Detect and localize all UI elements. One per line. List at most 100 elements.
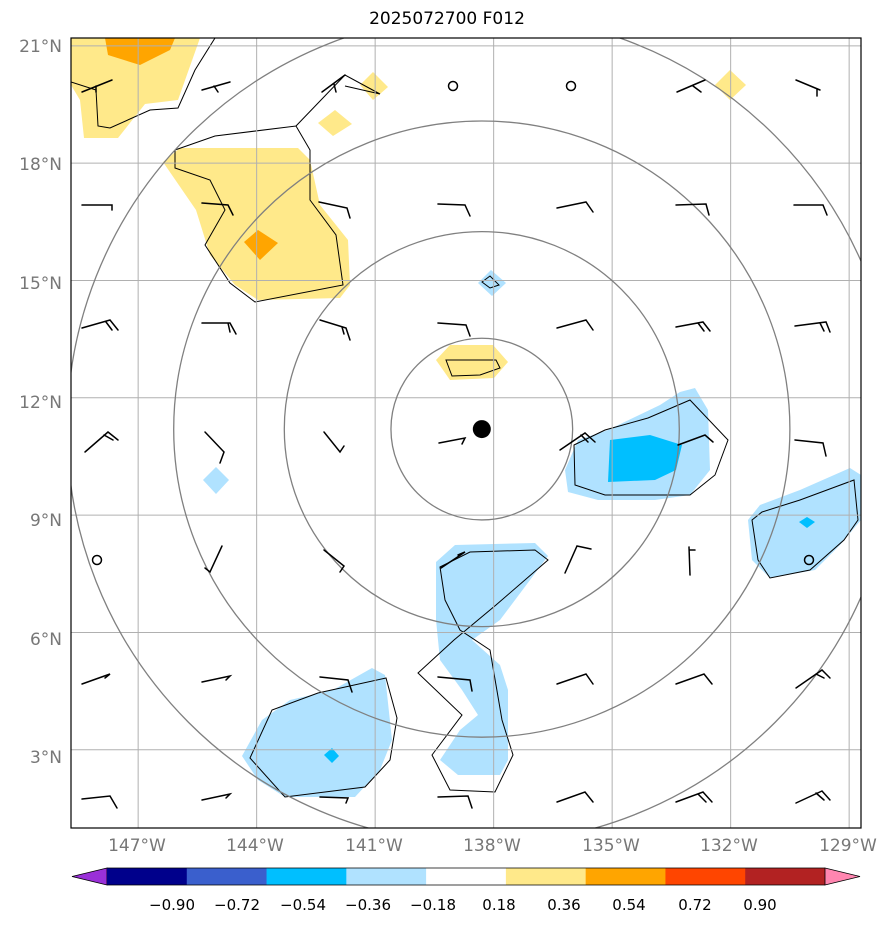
colorbar-extend-min bbox=[71, 867, 108, 886]
range-rings bbox=[71, 38, 861, 828]
storm-center-marker bbox=[472, 420, 491, 439]
calm-wind-circle bbox=[91, 554, 103, 566]
contour-lines bbox=[71, 38, 859, 798]
wind-barb bbox=[675, 791, 713, 803]
colorbar-tick-label: 0.54 bbox=[612, 896, 645, 914]
lon-tick-label: 135°W bbox=[582, 836, 640, 856]
wind-barb bbox=[81, 673, 111, 685]
lon-tick-label: 144°W bbox=[226, 836, 284, 856]
wind-barb bbox=[319, 796, 350, 804]
wind-barb bbox=[204, 545, 223, 574]
colorbar bbox=[71, 867, 861, 886]
wind-barb bbox=[793, 204, 828, 216]
colorbar-tick-label: 0.36 bbox=[547, 896, 580, 914]
wind-barb bbox=[688, 546, 696, 576]
wind-barb bbox=[319, 676, 353, 693]
colorbar-segment bbox=[505, 868, 587, 885]
wind-barb bbox=[556, 319, 594, 331]
wind-barb bbox=[437, 322, 471, 337]
wind-barb bbox=[438, 436, 467, 445]
wind-barbs bbox=[81, 74, 831, 809]
colorbar-segment bbox=[585, 868, 666, 885]
wind-barb bbox=[794, 321, 831, 333]
colorbar-tick-label: 0.18 bbox=[482, 896, 515, 914]
positive-region bbox=[71, 38, 200, 138]
lon-tick-label: 129°W bbox=[819, 836, 877, 856]
wind-barb bbox=[321, 74, 346, 93]
wind-barb bbox=[323, 431, 345, 454]
colorbar-tick-label: −0.54 bbox=[280, 896, 326, 914]
negative-region bbox=[242, 668, 392, 797]
wind-barb bbox=[676, 79, 706, 93]
lat-tick-label: 3°N bbox=[30, 748, 62, 768]
lon-tick-label: 138°W bbox=[463, 836, 521, 856]
wind-barb bbox=[564, 545, 592, 574]
range-ring bbox=[390, 337, 574, 521]
wind-barb bbox=[204, 431, 225, 464]
calm-wind-circle bbox=[565, 80, 577, 92]
wind-barb bbox=[556, 673, 594, 685]
wind-barb bbox=[556, 201, 594, 213]
colorbar-segment bbox=[266, 868, 347, 885]
colorbar-segment bbox=[186, 868, 268, 885]
wind-barb bbox=[795, 79, 821, 97]
colorbar-extend-max bbox=[824, 867, 861, 886]
wind-barb bbox=[440, 551, 466, 569]
negative-region bbox=[478, 270, 506, 296]
colorbar-segment bbox=[346, 868, 427, 885]
wind-barb bbox=[675, 673, 713, 685]
lat-tick-label: 21°N bbox=[19, 37, 62, 57]
colorbar-tick-label: −0.36 bbox=[345, 896, 391, 914]
map-frame bbox=[70, 37, 862, 829]
positive-region bbox=[360, 72, 388, 100]
wind-barb bbox=[795, 790, 831, 804]
negative-region bbox=[203, 467, 229, 494]
negative-region-strong bbox=[324, 748, 339, 763]
lat-tick-label: 15°N bbox=[19, 274, 62, 294]
gridlines bbox=[71, 38, 861, 828]
wind-barb bbox=[437, 676, 473, 692]
colorbar-tick-label: 0.90 bbox=[743, 896, 776, 914]
wind-barb bbox=[201, 674, 233, 683]
lat-tick-label: 18°N bbox=[19, 155, 62, 175]
lat-tick-label: 9°N bbox=[30, 511, 62, 531]
lat-tick-label: 6°N bbox=[30, 630, 62, 650]
wind-barb bbox=[556, 791, 594, 803]
wind-barb bbox=[201, 81, 231, 93]
wind-barb bbox=[81, 319, 119, 331]
wind-barb bbox=[675, 203, 710, 216]
positive-region-strong bbox=[244, 230, 278, 260]
negative-region-strong bbox=[608, 435, 682, 482]
wind-barb bbox=[319, 319, 351, 341]
colorbar-segment bbox=[107, 868, 188, 885]
wind-barb bbox=[437, 203, 471, 217]
wind-barb bbox=[323, 549, 346, 573]
range-ring bbox=[283, 230, 680, 628]
positive-region bbox=[318, 110, 352, 136]
wind-barb bbox=[794, 439, 827, 457]
lon-tick-label: 141°W bbox=[345, 836, 403, 856]
wind-barb bbox=[201, 322, 237, 335]
calm-wind-circle bbox=[803, 554, 815, 566]
lat-axis: 21°N 18°N 15°N 12°N 9°N 6°N 3°N bbox=[19, 37, 62, 768]
wind-barb bbox=[81, 795, 118, 809]
colorbar-tick-label: 0.72 bbox=[678, 896, 711, 914]
wind-barb bbox=[84, 431, 119, 453]
wind-barb bbox=[437, 795, 473, 809]
colorbar-tick-label: −0.18 bbox=[410, 896, 456, 914]
lat-tick-label: 12°N bbox=[19, 393, 62, 413]
wind-barb bbox=[201, 202, 234, 216]
colorbar-tick-label: −0.90 bbox=[149, 896, 195, 914]
map-title: 2025072700 F012 bbox=[369, 9, 525, 29]
wind-barb bbox=[675, 321, 711, 332]
shaded-fields bbox=[71, 38, 861, 797]
wind-barb bbox=[677, 434, 714, 446]
colorbar-outline bbox=[107, 867, 825, 886]
lon-tick-label: 132°W bbox=[700, 836, 758, 856]
positive-region-strong bbox=[105, 38, 175, 65]
colorbar-segment bbox=[665, 868, 746, 885]
calm-markers bbox=[91, 80, 815, 566]
wind-barb bbox=[201, 792, 233, 801]
lon-axis: 147°W 144°W 141°W 138°W 135°W 132°W 129°… bbox=[108, 836, 877, 856]
